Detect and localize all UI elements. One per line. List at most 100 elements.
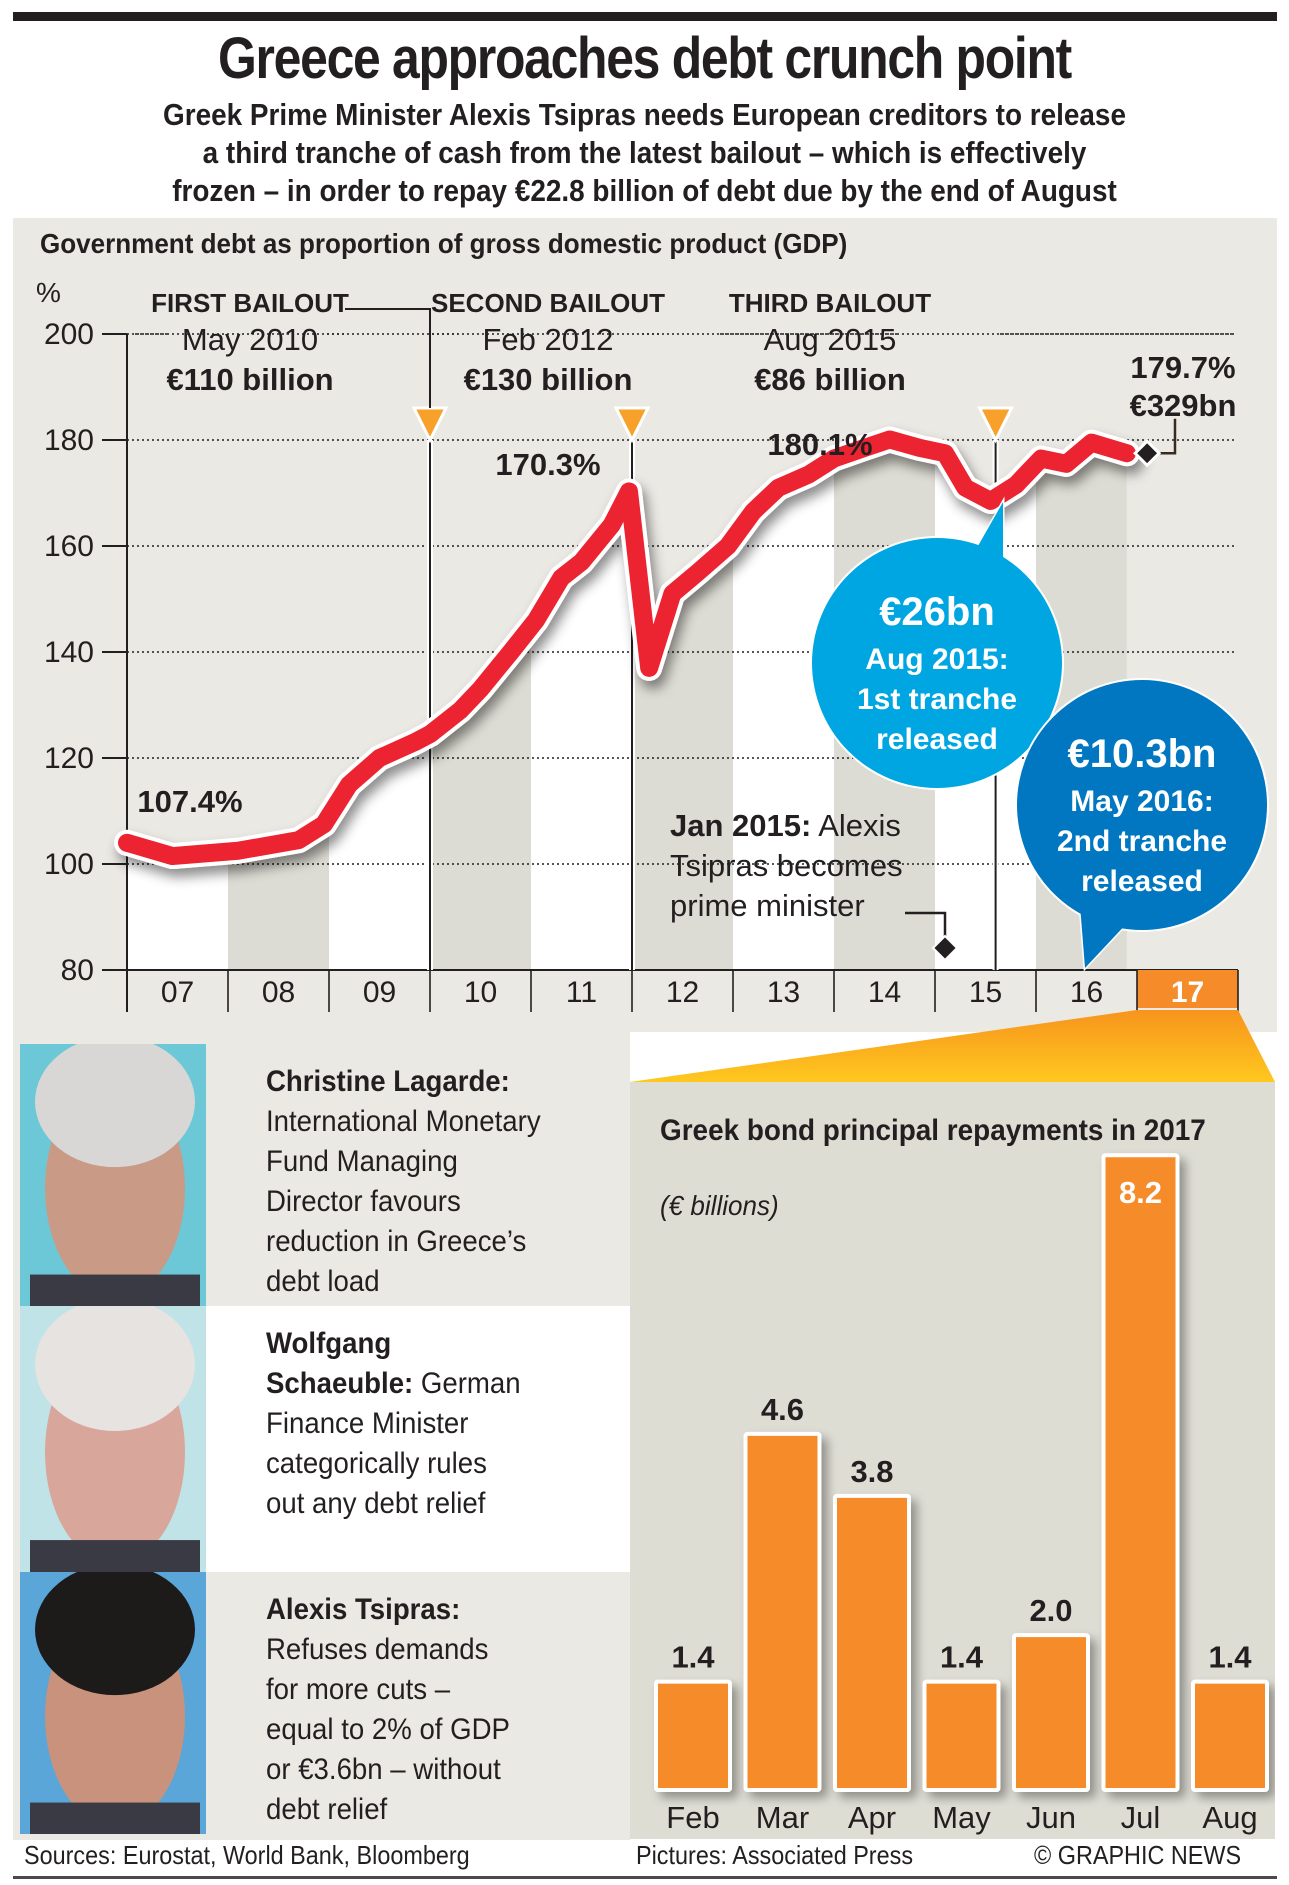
highlight-year-cell xyxy=(1137,970,1238,1008)
bar-category-label: Mar xyxy=(756,1800,809,1835)
person-name: Christine Lagarde: xyxy=(266,1065,510,1098)
bailout-date: Aug 2015 xyxy=(764,322,897,357)
bar-value-label: 2.0 xyxy=(1029,1593,1072,1628)
bailout-amount: €130 billion xyxy=(464,362,633,397)
line-chart-title: Government debt as proportion of gross d… xyxy=(40,228,848,259)
x-tick-label: 07 xyxy=(161,976,194,1009)
bar-chart-title: Greek bond principal repayments in 2017 xyxy=(660,1114,1206,1147)
bar-value-label: 1.4 xyxy=(671,1640,715,1675)
bubble-text: May 2016: xyxy=(1070,785,1213,818)
bar xyxy=(1191,1679,1269,1793)
annotation-marker-icon xyxy=(931,934,959,962)
bubble-text: released xyxy=(876,723,998,756)
bailout-leader xyxy=(345,308,431,408)
bar-value-label: 3.8 xyxy=(850,1454,893,1489)
person-role: International Monetary Fund Managing Dir… xyxy=(266,1105,541,1298)
annotation-tsipras-line: prime minister xyxy=(670,888,865,923)
x-tick-label: 17 xyxy=(1171,976,1204,1009)
bubble-tail-fill xyxy=(970,502,1003,590)
x-tick-label: 14 xyxy=(868,976,901,1009)
bubble-tail-fill xyxy=(1080,905,1130,968)
bubble-body xyxy=(1017,680,1267,930)
tranche-2-bubble: €10.3bn May 2016: 2nd tranche released xyxy=(1015,678,1269,972)
bailout-marker-icon xyxy=(977,406,1015,444)
y-tick-label: 100 xyxy=(44,848,94,881)
y-tick-label: 140 xyxy=(44,636,94,669)
repayments-bar-chart: 1.4 Feb 4.6 Mar 3.8 Apr 1.4 May 2.0 Jun 8.2 Jul 1.4 A… xyxy=(654,1153,1269,1835)
portrait-placeholder-icon xyxy=(30,1572,200,1834)
person-card: Alexis Tsipras: Refuses demands for more… xyxy=(20,1572,630,1834)
bar xyxy=(922,1679,1001,1793)
person-description: Christine Lagarde: International Monetar… xyxy=(266,1062,616,1302)
portrait-lagarde xyxy=(20,1044,206,1306)
debt-line xyxy=(118,430,1136,866)
bar-value-label: 1.4 xyxy=(1208,1640,1252,1675)
bar xyxy=(654,1679,732,1793)
bubble-text: 1st tranche xyxy=(857,683,1017,716)
portrait-placeholder-icon xyxy=(30,1306,200,1572)
bubble-amount: €26bn xyxy=(879,590,995,634)
data-label: 180.1% xyxy=(767,427,872,462)
bar-category-label: Aug xyxy=(1202,1800,1257,1835)
annotation-tsipras-line: Tsipras becomes xyxy=(670,848,903,883)
x-tick-label: 08 xyxy=(262,976,295,1009)
bailout-amount: €110 billion xyxy=(166,362,333,397)
bar xyxy=(1012,1633,1090,1792)
y-tick-label: 160 xyxy=(44,530,94,563)
person-role: German Finance Minister categorically ru… xyxy=(266,1367,521,1520)
bubble-text: released xyxy=(1081,865,1203,898)
y-tick-label: 80 xyxy=(61,954,94,987)
person-role: Refuses demands for more cuts – equal to… xyxy=(266,1633,510,1826)
bar-category-label: Apr xyxy=(848,1800,896,1835)
bubble-amount: €10.3bn xyxy=(1068,732,1217,776)
bar-category-label: May xyxy=(932,1800,991,1835)
bar xyxy=(833,1493,911,1792)
person-name: Wolfgang Schaeuble: xyxy=(266,1327,414,1400)
person-description: Wolfgang Schaeuble: German Finance Minis… xyxy=(266,1324,616,1524)
bailout-label: FIRST BAILOUT xyxy=(151,288,349,318)
bailout-date: May 2010 xyxy=(182,322,318,357)
data-label: 179.7% xyxy=(1130,350,1235,385)
bailout-amount: €86 billion xyxy=(754,362,906,397)
x-tick-label: 13 xyxy=(767,976,800,1009)
debt-line-chart: 80 100 120 140 160 180 200% 07 08 09 10 11 12 13 14 15 1… xyxy=(36,277,1269,1012)
bar xyxy=(1101,1153,1180,1793)
bar-value-label: 4.6 xyxy=(761,1392,804,1427)
x-tick-label: 12 xyxy=(666,976,699,1009)
pictures-credit: Pictures: Associated Press xyxy=(636,1840,914,1870)
end-marker-icon xyxy=(1132,439,1162,468)
data-label: 170.3% xyxy=(495,447,600,482)
x-tick-label: 16 xyxy=(1070,976,1103,1009)
bottom-rule xyxy=(13,1876,1277,1879)
bar-category-label: Jun xyxy=(1026,1800,1076,1835)
bar xyxy=(743,1431,822,1792)
portrait-tsipras xyxy=(20,1572,206,1834)
x-tick-label: 10 xyxy=(464,976,497,1009)
portrait-schaeuble xyxy=(20,1306,206,1572)
bailout-label: THIRD BAILOUT xyxy=(729,288,931,318)
annotation-leader xyxy=(905,911,947,940)
person-description: Alexis Tsipras: Refuses demands for more… xyxy=(266,1590,616,1830)
standfirst: Greek Prime Minister Alexis Tsipras need… xyxy=(163,97,1126,208)
x-tick-label: 09 xyxy=(363,976,396,1009)
tranche-1-bubble: €26bn Aug 2015: 1st tranche released xyxy=(810,496,1064,790)
bar-category-label: Feb xyxy=(666,1800,719,1835)
person-card: Christine Lagarde: International Monetar… xyxy=(20,1044,630,1306)
x-tick-label: 11 xyxy=(566,976,597,1009)
data-label: 107.4% xyxy=(137,784,242,819)
bar-value-label: 1.4 xyxy=(940,1640,984,1675)
bar-chart-subtitle: (€ billions) xyxy=(660,1190,779,1221)
zoom-funnel xyxy=(630,1010,1275,1082)
portrait-placeholder-icon xyxy=(30,1044,200,1306)
x-tick-label: 15 xyxy=(969,976,1002,1009)
person-name: Alexis Tsipras: xyxy=(266,1593,461,1626)
y-tick-label: 120 xyxy=(44,742,94,775)
bubble-text: 2nd tranche xyxy=(1057,825,1227,858)
top-rule xyxy=(13,12,1277,21)
copyright-credit: © GRAPHIC NEWS xyxy=(1034,1840,1242,1870)
headline: Greece approaches debt crunch point xyxy=(218,26,1072,91)
bailout-date: Feb 2012 xyxy=(483,322,614,357)
bailout-marker-icon xyxy=(613,406,651,444)
bar-value-label: 8.2 xyxy=(1119,1175,1162,1210)
bar-category-label: Jul xyxy=(1121,1800,1161,1835)
